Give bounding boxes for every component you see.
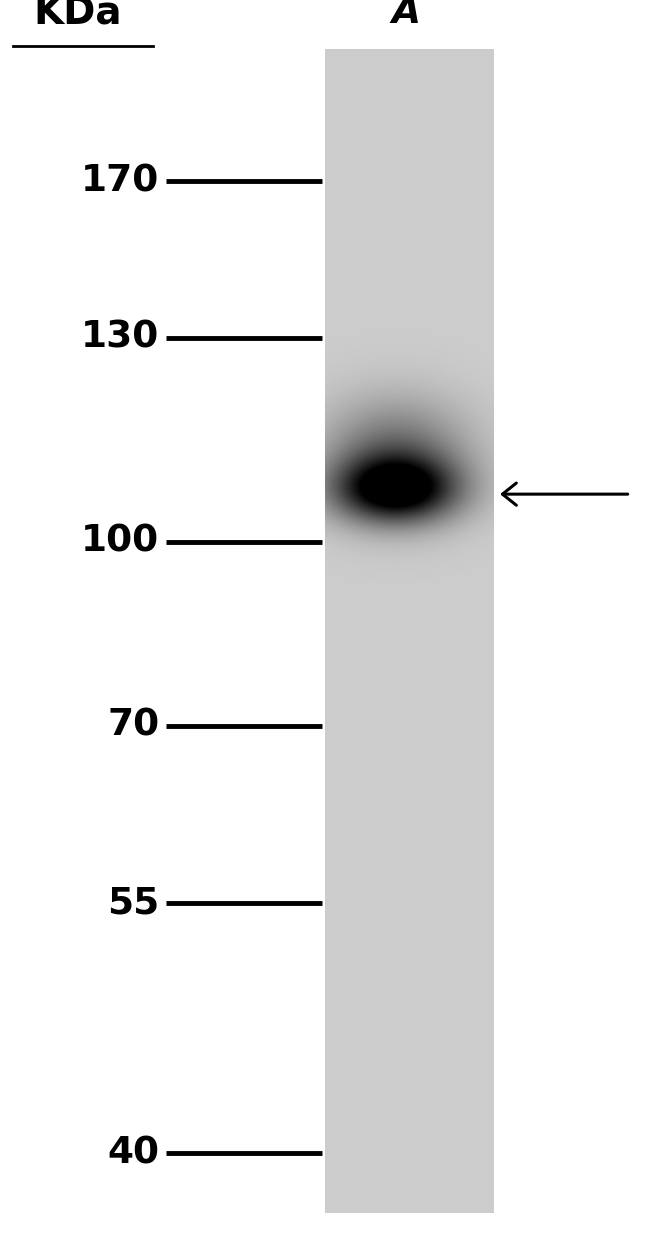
Text: 130: 130 (81, 320, 159, 355)
Text: 70: 70 (107, 708, 159, 743)
Text: 55: 55 (107, 886, 159, 921)
Text: 170: 170 (81, 164, 159, 199)
Text: 40: 40 (107, 1136, 159, 1171)
Text: A: A (392, 0, 421, 31)
Text: 100: 100 (81, 524, 159, 559)
Text: KDa: KDa (34, 0, 122, 31)
